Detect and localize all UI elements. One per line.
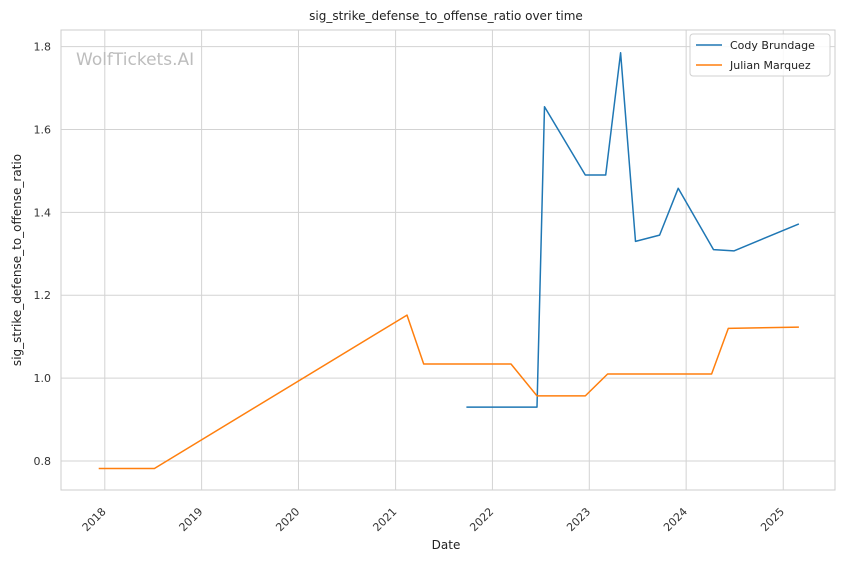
y-tick-label: 1.2 bbox=[34, 289, 52, 302]
legend: Cody Brundage Julian Marquez bbox=[689, 33, 831, 77]
y-tick-label: 1.0 bbox=[34, 372, 52, 385]
series-lines bbox=[98, 52, 800, 470]
plot-area bbox=[60, 29, 836, 491]
y-grid bbox=[61, 46, 835, 462]
y-tick-label: 1.4 bbox=[34, 206, 52, 219]
legend-box bbox=[689, 33, 831, 77]
legend-label: Julian Marquez bbox=[729, 59, 811, 72]
y-axis-title: sig_strike_defense_to_offense_ratio bbox=[10, 154, 24, 366]
y-tick-label: 1.6 bbox=[34, 123, 52, 136]
legend-label: Cody Brundage bbox=[730, 39, 815, 52]
chart-title: sig_strike_defense_to_offense_ratio over… bbox=[309, 9, 583, 23]
series-line bbox=[466, 52, 800, 408]
x-grid bbox=[104, 30, 784, 490]
y-axis-ticks: 0.8 1.0 1.2 1.4 1.6 1.8 bbox=[34, 41, 52, 468]
y-tick-label: 0.8 bbox=[34, 455, 52, 468]
watermark: WolfTickets.AI bbox=[76, 50, 194, 70]
y-tick-label: 1.8 bbox=[34, 41, 52, 54]
series-line bbox=[98, 314, 799, 470]
x-axis-title: Date bbox=[432, 538, 461, 552]
